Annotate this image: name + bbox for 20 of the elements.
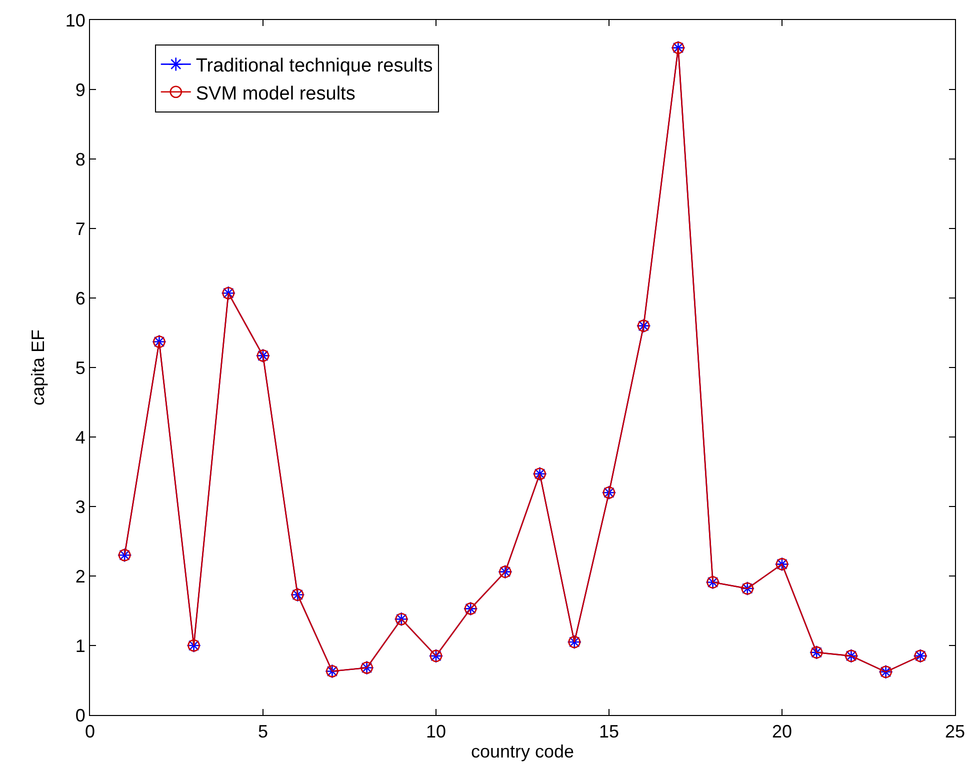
y-tick-label: 2 xyxy=(75,566,86,586)
y-tick-label: 6 xyxy=(75,288,86,308)
y-tick-label: 3 xyxy=(75,496,86,517)
x-tick-label: 25 xyxy=(944,722,966,742)
y-tick-label: 0 xyxy=(75,705,86,726)
legend-label: Traditional technique results xyxy=(196,56,433,77)
x-tick-label: 20 xyxy=(772,722,792,742)
y-tick-label: 9 xyxy=(75,80,86,100)
y-tick-label: 5 xyxy=(75,358,86,378)
x-axis-title: country code xyxy=(470,742,574,762)
y-axis-title: capita EF xyxy=(28,329,48,406)
legend-label: SVM model results xyxy=(196,83,356,104)
x-tick-label: 15 xyxy=(598,722,620,742)
y-tick-label: 1 xyxy=(75,636,86,656)
y-tick-label: 8 xyxy=(75,149,86,170)
y-tick-label: 10 xyxy=(65,10,86,30)
x-tick-label: 10 xyxy=(426,722,446,742)
y-tick-label: 4 xyxy=(75,427,86,448)
y-tick-label: 7 xyxy=(75,218,86,239)
x-tick-label: 5 xyxy=(258,722,268,742)
